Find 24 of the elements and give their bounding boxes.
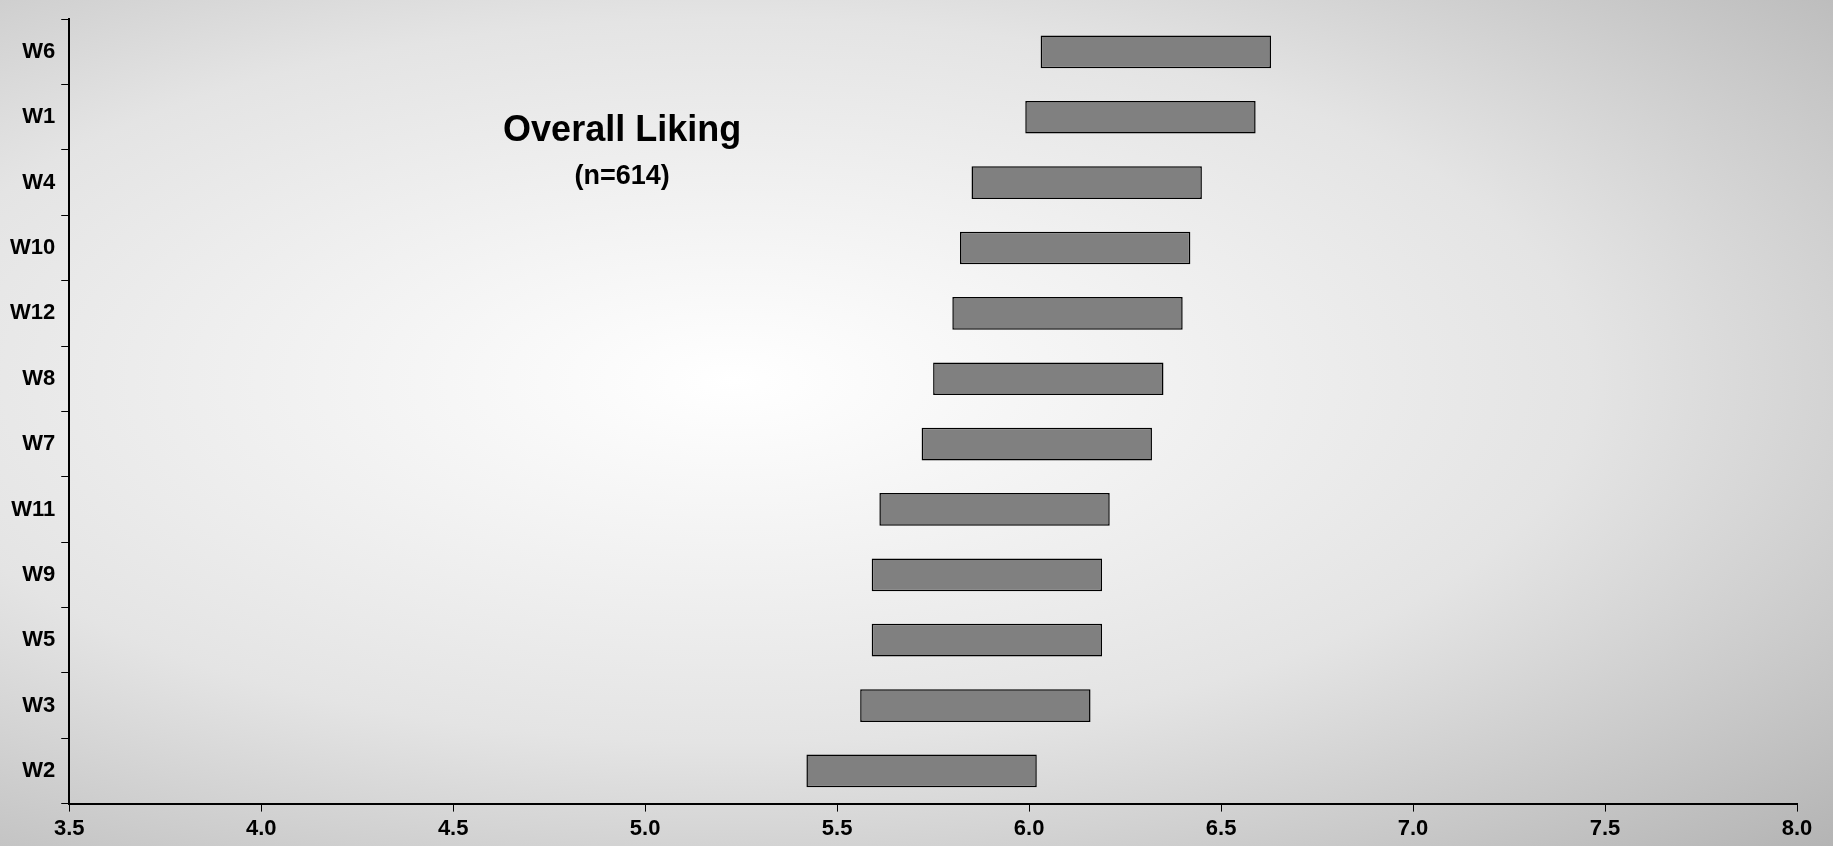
- x-tick-label: 4.0: [245, 814, 277, 840]
- y-tick-label: W1: [22, 103, 56, 129]
- text: Overall Liking: [503, 108, 742, 150]
- text: (n=614): [574, 159, 670, 190]
- y-tick-label: W11: [11, 495, 56, 521]
- x-tick-label: 3.5: [53, 814, 85, 840]
- y-tick-label: W2: [22, 756, 56, 782]
- y-tick-label: W8: [22, 364, 56, 390]
- y-tick-label: W12: [9, 299, 56, 325]
- y-tick-label: W7: [22, 430, 56, 456]
- y-tick-label: W3: [22, 691, 56, 717]
- x-tick-label: 5.5: [821, 814, 853, 840]
- x-tick-label: 7.0: [1397, 814, 1429, 840]
- y-tick-label: W4: [22, 168, 56, 194]
- y-tick-label: W5: [22, 626, 56, 652]
- y-tick-label: W10: [9, 234, 56, 260]
- y-tick-label: W6: [22, 37, 56, 63]
- x-tick-label: 7.5: [1589, 814, 1621, 840]
- x-tick-label: 6.0: [1013, 814, 1045, 840]
- x-tick-label: 8.0: [1781, 814, 1813, 840]
- y-tick-label: W9: [22, 560, 56, 586]
- x-tick-label: 4.5: [437, 814, 469, 840]
- x-tick-label: 6.5: [1205, 814, 1237, 840]
- x-tick-label: 5.0: [629, 814, 661, 840]
